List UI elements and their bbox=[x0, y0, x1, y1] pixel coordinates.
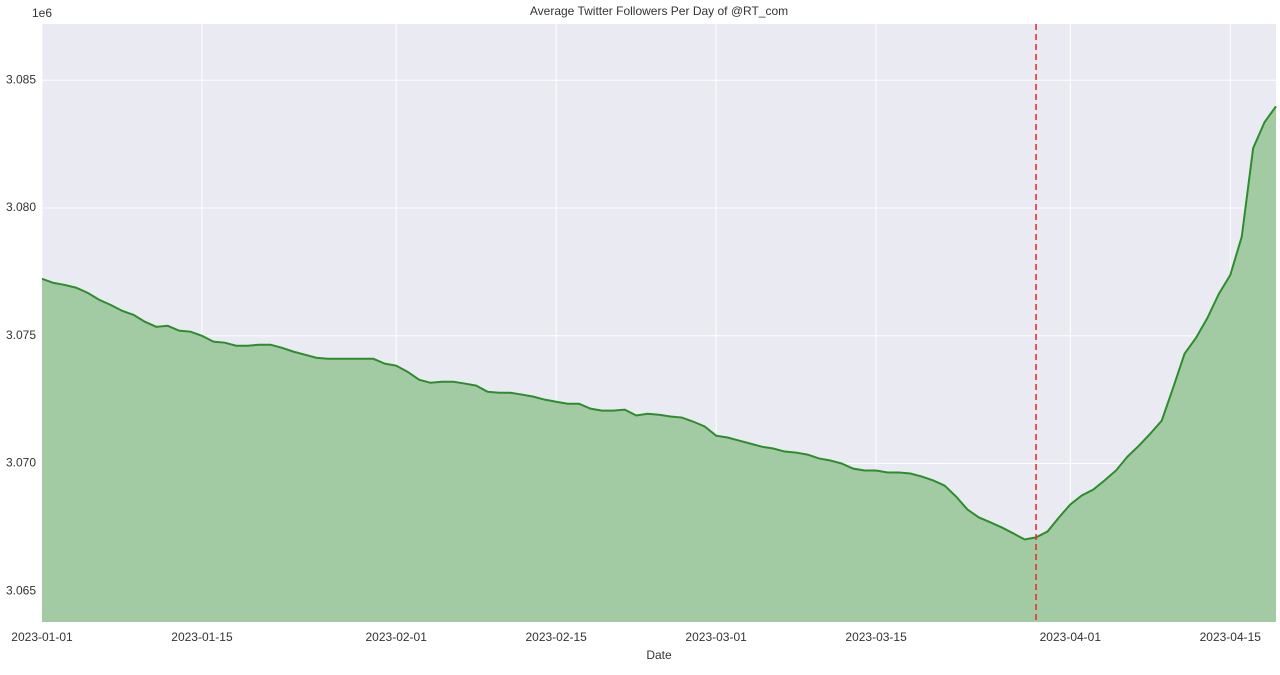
x-tick-label: 2023-04-01 bbox=[1040, 630, 1102, 644]
area-fill bbox=[42, 106, 1276, 623]
y-tick-label: 3.065 bbox=[6, 584, 36, 598]
line bbox=[41, 105, 1277, 541]
x-tick-label: 2023-01-01 bbox=[11, 630, 73, 644]
y-tick-label: 3.085 bbox=[6, 72, 36, 86]
y-tick-label: 3.080 bbox=[6, 200, 36, 214]
chart-title: Average Twitter Followers Per Day of @RT… bbox=[530, 4, 788, 18]
marks bbox=[41, 24, 1277, 623]
x-axis-label: Date bbox=[646, 648, 672, 662]
x-tick-label: 2023-01-15 bbox=[171, 630, 233, 644]
x-tick-label: 2023-02-15 bbox=[525, 630, 587, 644]
y-offset-label: 1e6 bbox=[32, 6, 52, 20]
x-tick-label: 2023-03-01 bbox=[685, 630, 747, 644]
y-tick-label: 3.070 bbox=[6, 456, 36, 470]
x-tick-label: 2023-03-15 bbox=[845, 630, 907, 644]
x-tick-label: 2023-04-15 bbox=[1200, 630, 1262, 644]
y-tick-label: 3.075 bbox=[6, 328, 36, 342]
x-tick-label: 2023-02-01 bbox=[366, 630, 428, 644]
